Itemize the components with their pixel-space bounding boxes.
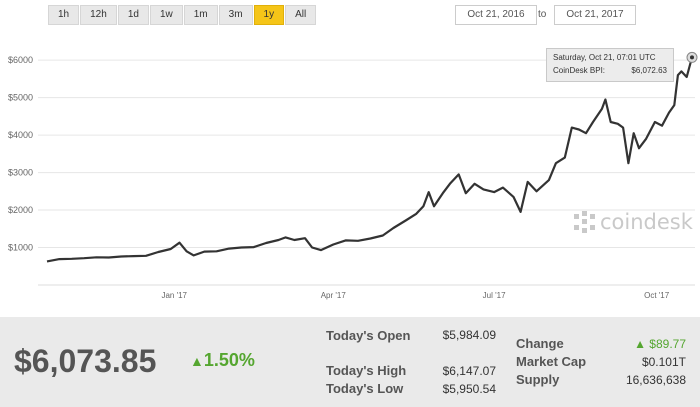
today-open-value: $5,984.09 bbox=[442, 328, 496, 342]
tooltip-label: CoinDesk BPI: bbox=[553, 66, 606, 75]
range-button-1m[interactable]: 1m bbox=[183, 5, 218, 25]
watermark-text: coindesk bbox=[600, 210, 693, 234]
y-tick-label: $2000 bbox=[8, 205, 33, 215]
today-low-value: $5,950.54 bbox=[442, 382, 496, 396]
change-percent-value: 1.50% bbox=[203, 350, 255, 370]
supply-value: 16,636,638 bbox=[625, 373, 686, 387]
change-value: ▲ $89.77 bbox=[586, 337, 686, 351]
range-button-all[interactable]: All bbox=[285, 5, 317, 25]
market-cap-value: $0.101T bbox=[641, 355, 686, 369]
date-from-field[interactable]: Oct 21, 2016 bbox=[455, 5, 537, 25]
range-button-3m[interactable]: 3m bbox=[218, 5, 253, 25]
today-open-label: Today's Open bbox=[326, 328, 411, 343]
market-cap-label: Market Cap bbox=[516, 354, 587, 369]
change-amount: $89.77 bbox=[649, 337, 686, 351]
range-button-12h[interactable]: 12h bbox=[80, 5, 117, 25]
x-tick-label: Apr '17 bbox=[321, 291, 347, 300]
y-tick-label: $5000 bbox=[8, 93, 33, 103]
coindesk-logo-icon bbox=[574, 211, 595, 233]
range-button-1h[interactable]: 1h bbox=[48, 5, 80, 25]
summary-panel: $6,073.85 ▲1.50% Today's Open $5,984.09 … bbox=[0, 317, 700, 407]
range-button-1y[interactable]: 1y bbox=[253, 5, 285, 25]
change-percent: ▲1.50% bbox=[190, 350, 255, 371]
current-price: $6,073.85 bbox=[14, 343, 157, 379]
date-to-label: to bbox=[538, 9, 547, 20]
y-tick-label: $6000 bbox=[8, 55, 33, 65]
supply-label: Supply bbox=[516, 372, 560, 387]
today-high-value: $6,147.07 bbox=[442, 364, 496, 378]
range-button-1w[interactable]: 1w bbox=[149, 5, 183, 25]
change-label: Change bbox=[516, 336, 564, 351]
x-tick-label: Oct '17 bbox=[644, 291, 670, 300]
tooltip-value: $6,072.63 bbox=[631, 66, 667, 75]
coindesk-watermark: coindesk bbox=[574, 210, 693, 234]
date-to-field[interactable]: Oct 21, 2017 bbox=[554, 5, 636, 25]
highlight-point bbox=[690, 55, 694, 60]
y-tick-label: $1000 bbox=[8, 243, 33, 253]
range-button-1d[interactable]: 1d bbox=[117, 5, 149, 25]
tooltip-date: Saturday, Oct 21, 07:01 UTC bbox=[553, 53, 656, 62]
chart-tooltip: Saturday, Oct 21, 07:01 UTC CoinDesk BPI… bbox=[546, 48, 674, 82]
y-tick-label: $4000 bbox=[8, 130, 33, 140]
today-low-label: Today's Low bbox=[326, 381, 404, 396]
change-up-arrow-icon: ▲ bbox=[634, 337, 650, 351]
x-tick-label: Jul '17 bbox=[483, 291, 506, 300]
today-high-label: Today's High bbox=[326, 363, 407, 378]
price-chart[interactable]: $1000 $2000 $3000 $4000 $5000 $6000 Jan '17 Apr… bbox=[0, 30, 700, 300]
y-tick-label: $3000 bbox=[8, 168, 33, 178]
x-tick-label: Jan '17 bbox=[161, 291, 187, 300]
range-selector: 1h 12h 1d 1w 1m 3m 1y All bbox=[48, 5, 317, 25]
price-line bbox=[46, 57, 694, 263]
up-arrow-icon: ▲ bbox=[190, 353, 204, 369]
